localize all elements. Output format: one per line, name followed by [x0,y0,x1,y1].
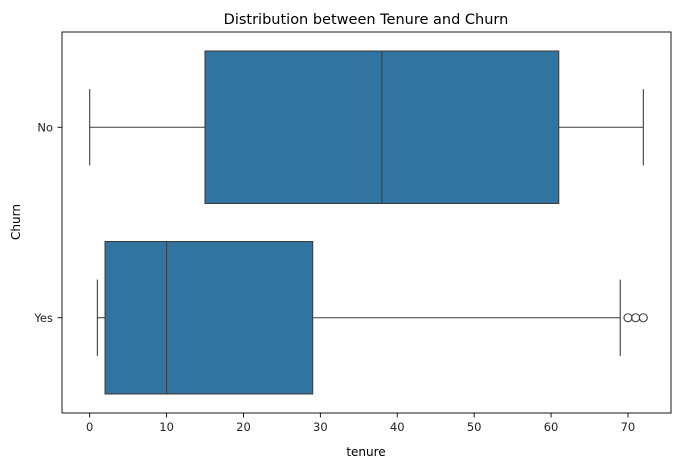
x-tick-label: 10 [159,420,174,434]
box-group-no [89,50,644,204]
x-tick-label: 60 [544,420,559,434]
x-tick-label: 0 [86,420,93,434]
y-axis-label: Churn [9,204,23,240]
x-axis-label: tenure [346,445,385,459]
x-axis-ticks: 0 10 20 30 40 50 60 70 [86,413,635,434]
y-tick-label: No [37,120,53,134]
boxes-layer [89,50,648,395]
chart-title: Distribution between Tenure and Churn [224,12,509,28]
x-tick-label: 40 [390,420,405,434]
x-tick-label: 50 [467,420,482,434]
y-tick-label: Yes [33,311,53,325]
x-tick-label: 30 [313,420,328,434]
y-axis-ticks: No Yes [33,120,62,325]
outlier-point-yes [631,313,641,323]
plot-area-frame [61,31,672,414]
x-tick-label: 70 [621,420,636,434]
box-yes [104,241,314,395]
x-tick-label: 20 [236,420,251,434]
outlier-point-yes [623,313,633,323]
outlier-point-yes [638,313,648,323]
box-group-yes [96,241,648,395]
